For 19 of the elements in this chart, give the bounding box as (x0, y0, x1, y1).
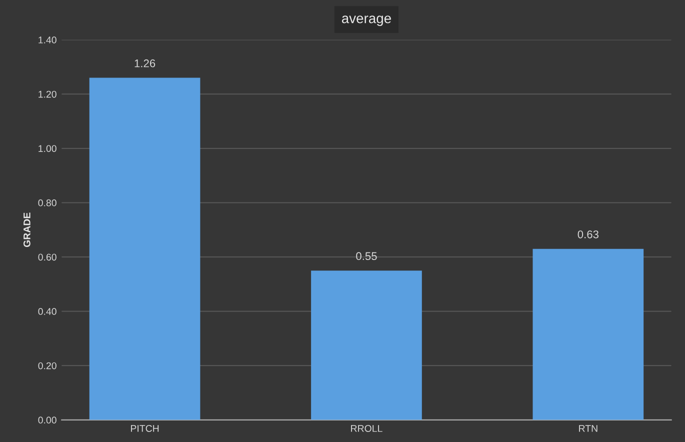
x-tick-label: RTN (579, 425, 598, 432)
y-tick-label: 0.60 (38, 254, 56, 261)
chart-title: average (342, 16, 391, 26)
y-axis-title: GRADE (24, 212, 30, 247)
bar (89, 78, 200, 420)
data-label: 0.63 (578, 230, 598, 238)
y-tick-label: 1.40 (38, 36, 56, 44)
y-tick-label: 0.00 (38, 416, 56, 424)
y-tick-label: 0.80 (38, 199, 56, 206)
y-tick-label: 0.20 (38, 362, 56, 370)
data-label: 0.55 (356, 252, 377, 260)
x-tick-label: RROLL (351, 425, 382, 432)
y-tick-label: 0.40 (38, 308, 56, 315)
x-tick-label: PITCH (131, 425, 159, 432)
y-tick-label: 1.20 (38, 90, 56, 98)
bar (311, 270, 422, 420)
data-label: 1.26 (134, 59, 156, 68)
y-tick-label: 1.00 (38, 145, 56, 152)
bar (532, 248, 644, 420)
